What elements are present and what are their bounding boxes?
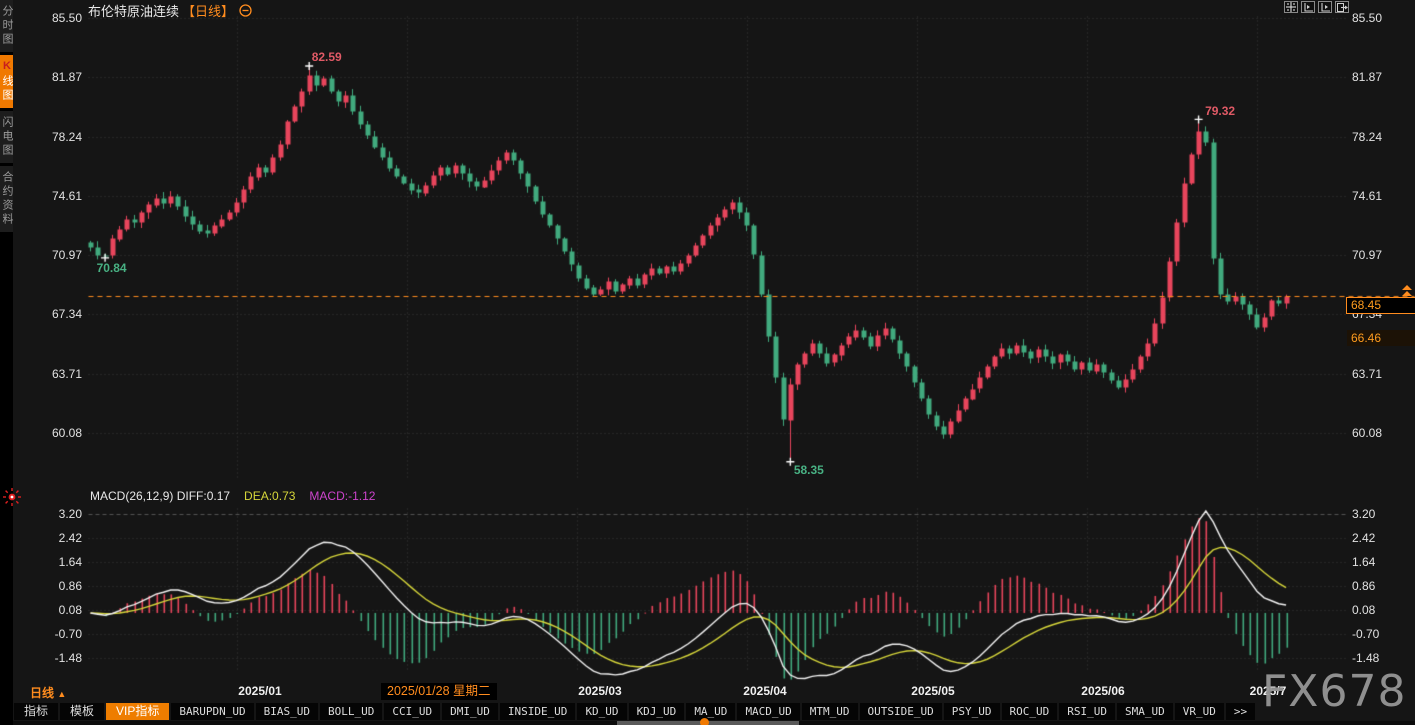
axis-tick-left: 63.71 [51, 366, 82, 381]
extreme-price-annotation: 58.35 [793, 463, 824, 478]
toolbar-item-barupdn_ud[interactable]: BARUPDN_UD [171, 703, 254, 720]
axis-tick-left: 60.08 [51, 426, 82, 440]
period-selector[interactable]: 日线 ▲ [30, 686, 67, 700]
extreme-price-annotation: 82.59 [311, 49, 342, 64]
toolbar-item-roc_ud[interactable]: ROC_UD [1001, 703, 1058, 720]
toolbar-item-kd_ud[interactable]: KD_UD [577, 703, 627, 720]
axis-tick-right: 81.87 [1352, 70, 1383, 85]
toolbar-item-rsi_ud[interactable]: RSI_UD [1059, 703, 1116, 720]
month-axis-label: 2025/01 [238, 684, 282, 698]
axis-tick-right: 63.71 [1352, 366, 1383, 381]
toolbar-item-vr_ud[interactable]: VR_UD [1174, 703, 1224, 720]
axis-scale-left-icon[interactable] [1301, 1, 1315, 13]
month-axis-label: 2025/05 [911, 684, 955, 698]
axis-tick-left: 0.08 [58, 602, 82, 617]
secondary-price-tag: 66.46 [1347, 330, 1415, 346]
toolbar-item-sma_ud[interactable]: SMA_UD [1117, 703, 1173, 720]
axis-tick-left: 1.64 [58, 554, 82, 569]
chart-header: 布伦特原油连续 【日线】 [88, 1, 252, 20]
pane-expand-icon[interactable] [1335, 1, 1349, 13]
axis-tick-right: 3.20 [1352, 506, 1376, 521]
toolbar-item-boll_ud[interactable]: BOLL_UD [319, 703, 383, 720]
toolbar-item-mtm_ud[interactable]: MTM_UD [801, 703, 858, 720]
toolbar-item-[interactable]: 指标 [14, 703, 59, 720]
axis-tick-left: 81.87 [51, 70, 82, 85]
axis-tick-left: 3.20 [58, 506, 82, 521]
axis-tick-right: 2.42 [1352, 530, 1376, 545]
axis-tick-right: 0.86 [1352, 578, 1376, 593]
toolbar-item->>[interactable]: >> [1225, 703, 1256, 720]
sidebar-tab-contract-info[interactable]: 合约资料 [0, 166, 13, 232]
horizontal-scrollbar[interactable] [13, 718, 1415, 725]
x-axis-row: 日线 ▲ 2025/01 2025/03 2025/04 2025/05 2025/06… [0, 683, 1415, 701]
chart-tool-buttons [1284, 1, 1349, 13]
macd-params-diff: MACD(26,12,9) DIFF:0.17 [90, 489, 231, 503]
selected-date-label[interactable]: 2025/01/28 星期二 [381, 683, 497, 700]
axis-tick-right: 70.97 [1352, 248, 1383, 263]
axis-tick-right: 0.08 [1352, 602, 1376, 617]
axis-tick-left: -0.70 [54, 626, 82, 641]
period-tag: 【日线】 [182, 4, 235, 19]
current-price-tag: 68.45 [1346, 297, 1415, 315]
axis-scale-right-icon[interactable] [1318, 1, 1332, 13]
axis-tick-left: 0.86 [58, 578, 82, 593]
axis-tick-left: 67.34 [51, 307, 82, 322]
circled-minus-icon[interactable] [239, 4, 252, 17]
axis-tick-left: 70.97 [51, 248, 82, 263]
extreme-price-annotation: 79.32 [1205, 103, 1236, 118]
axis-tick-left: 2.42 [58, 530, 82, 545]
axis-tick-right: 78.24 [1352, 129, 1383, 144]
macd-indicator-header: MACD(26,12,9) DIFF:0.17 DEA:0.73 MACD:-1… [90, 489, 375, 503]
crosshair-icon[interactable] [1284, 1, 1298, 13]
sidebar-tab-kline[interactable]: K线图 [0, 55, 13, 108]
axis-tick-right: -0.70 [1352, 626, 1380, 641]
toolbar-item-kdj_ud[interactable]: KDJ_UD [628, 703, 685, 720]
toolbar-item-dmi_ud[interactable]: DMI_UD [442, 703, 498, 720]
macd-macd-value: MACD:-1.12 [309, 489, 376, 503]
axis-tick-right: -1.48 [1352, 650, 1380, 665]
month-axis-label: 2025/04 [743, 684, 787, 698]
indicator-toolbar: 指标 模板 VIP指标 BARUPDN_UD BIAS_UD BOLL_UD CCI_UD D… [14, 703, 1256, 720]
toolbar-item-[interactable]: 模板 [60, 703, 105, 720]
toolbar-item-inside_ud[interactable]: INSIDE_UD [499, 703, 576, 720]
month-axis-label: 2025/7 [1249, 684, 1287, 698]
axis-tick-left: 78.24 [51, 129, 82, 144]
axis-tick-right: 85.50 [1352, 11, 1383, 25]
axis-tick-right: 60.08 [1352, 426, 1383, 440]
toolbar-item-bias_ud[interactable]: BIAS_UD [255, 703, 318, 720]
scrollbar-marker-icon [700, 718, 709, 725]
axis-tick-left: 74.61 [51, 188, 82, 203]
sidebar-tab-lightning[interactable]: 闪电图 [0, 111, 13, 163]
toolbar-item-cci_ud[interactable]: CCI_UD [384, 703, 441, 720]
toolbar-item-psy_ud[interactable]: PSY_UD [943, 703, 1000, 720]
axis-tick-left: -1.48 [54, 650, 82, 665]
toolbar-item-vip[interactable]: VIP指标 [106, 703, 170, 720]
axis-tick-right: 74.61 [1352, 188, 1383, 203]
toolbar-item-macd_ud[interactable]: MACD_UD [737, 703, 800, 720]
axis-tick-right: 1.64 [1352, 554, 1376, 569]
price-arrow-icon [1402, 285, 1412, 296]
extreme-price-annotation: 70.84 [96, 261, 127, 276]
toolbar-item-ma_ud[interactable]: MA_UD [686, 703, 736, 720]
alert-burst-icon[interactable] [3, 488, 21, 506]
month-axis-label: 2025/03 [578, 684, 622, 698]
axis-tick-left: 85.50 [51, 11, 82, 25]
fx678-watermark: FX678 [1262, 666, 1407, 717]
macd-dea-value: DEA:0.73 [244, 489, 296, 503]
left-tab-bar: 分时图 K线图 闪电图 合约资料 [0, 0, 21, 725]
toolbar-item-outside_ud[interactable]: OUTSIDE_UD [859, 703, 942, 720]
symbol-title: 布伦特原油连续 [88, 4, 180, 19]
month-axis-label: 2025/06 [1081, 684, 1125, 698]
sidebar-tab-timeline[interactable]: 分时图 [0, 0, 13, 52]
